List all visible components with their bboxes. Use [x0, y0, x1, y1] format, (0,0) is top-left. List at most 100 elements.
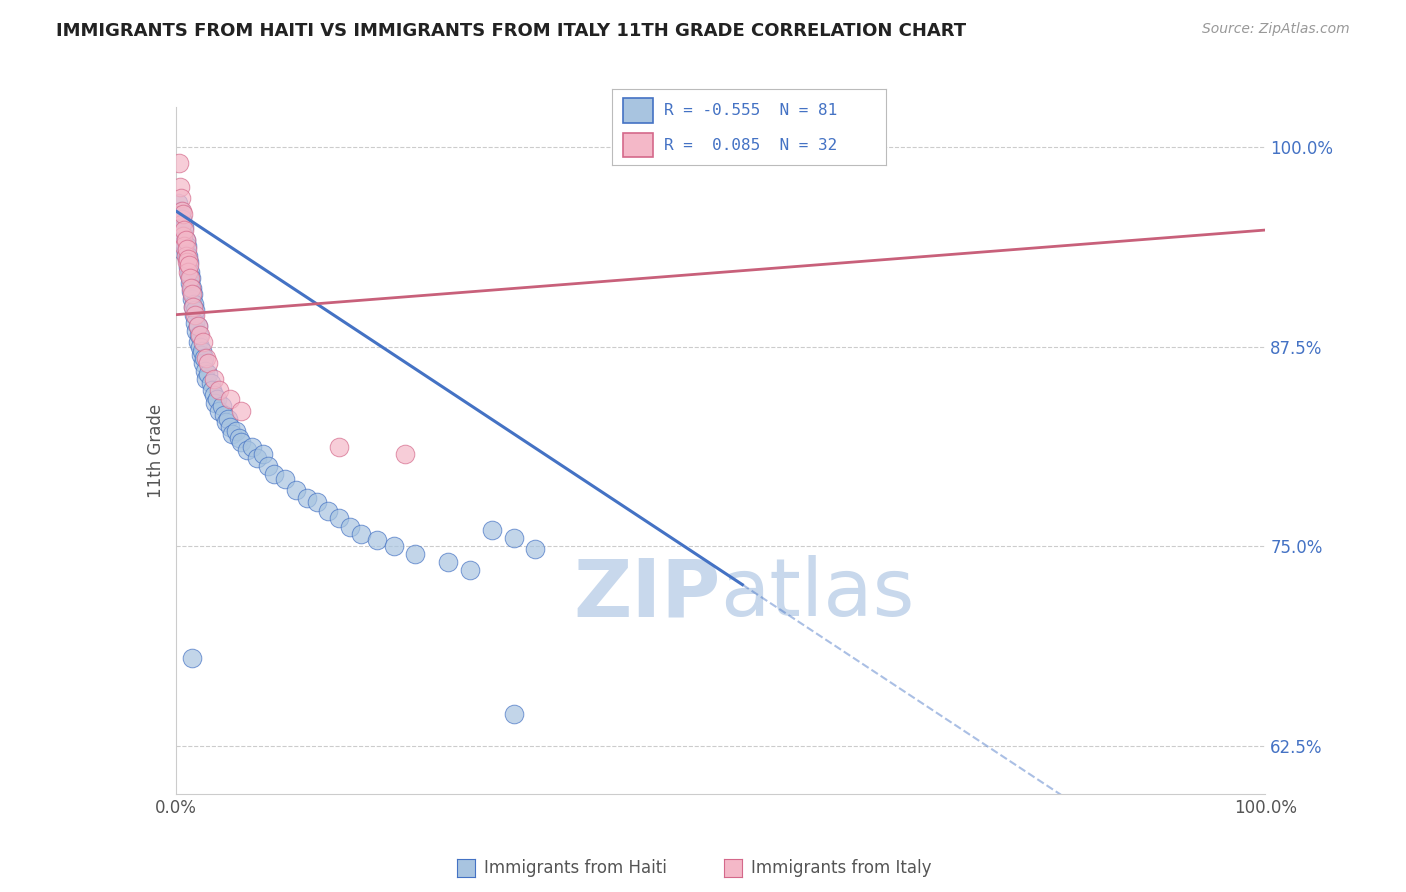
Point — [172, 203, 194, 218]
Point — [201, 383, 224, 397]
Point — [186, 318, 209, 333]
Point — [211, 399, 233, 413]
Point — [191, 344, 214, 359]
Point — [180, 271, 202, 285]
Point — [350, 526, 373, 541]
Point — [167, 156, 190, 170]
Point — [274, 472, 297, 486]
Point — [366, 533, 388, 547]
Point — [172, 235, 194, 250]
Point — [328, 440, 350, 454]
Point — [172, 244, 194, 258]
Text: ZIP: ZIP — [574, 555, 721, 633]
Point — [191, 356, 214, 370]
Point — [176, 239, 198, 253]
Point — [169, 227, 191, 242]
Point — [339, 520, 361, 534]
Point — [177, 255, 200, 269]
Point — [179, 271, 201, 285]
Point — [217, 411, 239, 425]
FancyBboxPatch shape — [623, 98, 652, 122]
Point — [382, 539, 405, 553]
Text: Source: ZipAtlas.com: Source: ZipAtlas.com — [1202, 22, 1350, 37]
Point — [187, 328, 209, 343]
Point — [215, 415, 238, 429]
Point — [184, 302, 207, 317]
Point — [197, 356, 219, 370]
Point — [181, 280, 204, 294]
Point — [176, 242, 198, 256]
Text: IMMIGRANTS FROM HAITI VS IMMIGRANTS FROM ITALY 11TH GRADE CORRELATION CHART: IMMIGRANTS FROM HAITI VS IMMIGRANTS FROM… — [56, 22, 966, 40]
Point — [394, 447, 416, 461]
Point — [169, 207, 191, 221]
Point — [202, 371, 225, 385]
Point — [179, 276, 201, 290]
Y-axis label: 11th Grade: 11th Grade — [146, 403, 165, 498]
Point — [186, 324, 208, 338]
Point — [183, 308, 205, 322]
Point — [180, 280, 202, 294]
Point — [174, 233, 197, 247]
Point — [181, 651, 204, 665]
Point — [181, 300, 204, 314]
Point — [328, 510, 350, 524]
Point — [184, 308, 207, 322]
Text: R =  0.085  N = 32: R = 0.085 N = 32 — [664, 137, 837, 153]
Point — [169, 180, 191, 194]
Point — [167, 195, 190, 210]
Point — [221, 427, 243, 442]
Point — [188, 328, 211, 343]
Point — [307, 494, 329, 508]
Point — [167, 211, 190, 226]
Point — [184, 316, 207, 330]
Point — [177, 249, 200, 263]
Point — [176, 252, 198, 266]
Point — [263, 467, 285, 482]
Point — [181, 300, 204, 314]
Point — [174, 244, 197, 258]
Point — [195, 371, 218, 385]
Point — [190, 348, 212, 362]
Point — [240, 440, 263, 454]
Text: Immigrants from Haiti: Immigrants from Haiti — [484, 859, 666, 877]
Point — [219, 419, 242, 434]
Point — [177, 258, 200, 272]
Point — [502, 706, 524, 721]
Point — [208, 403, 231, 417]
Point — [295, 491, 318, 506]
Point — [170, 191, 193, 205]
Point — [177, 268, 200, 282]
Point — [173, 239, 195, 253]
Point — [181, 287, 204, 301]
Point — [193, 351, 215, 365]
Point — [225, 425, 247, 439]
Point — [195, 351, 218, 365]
Point — [231, 403, 253, 417]
Point — [235, 443, 257, 458]
Point — [183, 296, 205, 310]
Text: Immigrants from Italy: Immigrants from Italy — [751, 859, 931, 877]
Point — [405, 547, 427, 561]
Point — [228, 431, 250, 445]
Point — [172, 211, 194, 226]
Point — [205, 392, 228, 407]
Point — [437, 555, 460, 569]
Point — [172, 227, 194, 242]
Point — [172, 207, 194, 221]
Point — [180, 284, 202, 298]
Point — [212, 409, 235, 423]
Point — [252, 447, 274, 461]
Point — [246, 451, 269, 466]
Point — [181, 287, 204, 301]
Point — [318, 504, 340, 518]
Point — [173, 219, 195, 234]
Point — [202, 387, 225, 401]
Point — [208, 383, 231, 397]
Point — [458, 563, 481, 577]
Point — [200, 376, 222, 391]
Point — [191, 334, 214, 349]
Point — [177, 252, 200, 266]
Point — [179, 264, 201, 278]
Point — [172, 229, 194, 244]
Text: atlas: atlas — [721, 555, 915, 633]
